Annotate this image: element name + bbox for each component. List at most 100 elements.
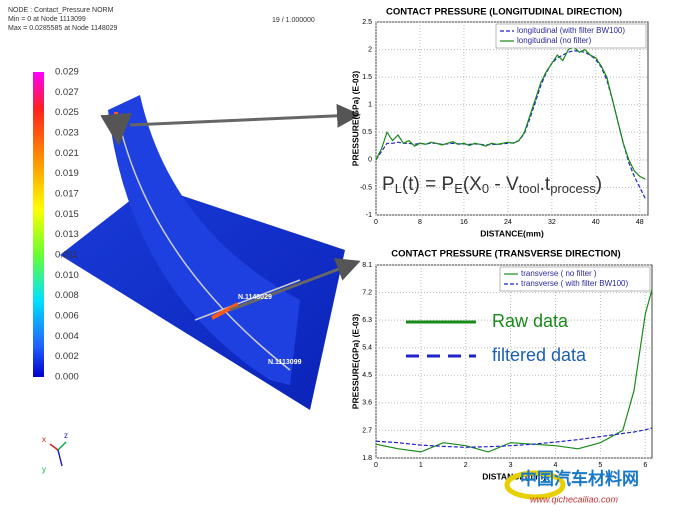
node-label: N.1113099 bbox=[268, 359, 302, 366]
colorbar-label: 0.002 bbox=[55, 351, 79, 362]
plot-area bbox=[375, 264, 653, 459]
watermark: 中国汽车材料网 www.qichecailiao.com bbox=[504, 468, 639, 504]
legend-label: longitudinal (with filter BW100) bbox=[517, 26, 625, 35]
y-axis-label: PRESSURE(GPa) (E-03) bbox=[350, 314, 360, 410]
colorbar-label: 0.027 bbox=[55, 87, 79, 98]
colorbar-label: 0.004 bbox=[55, 331, 79, 342]
x-tick-label: 3 bbox=[509, 462, 513, 469]
formula-part: tool bbox=[519, 181, 540, 196]
colorbar-label: 0.011 bbox=[55, 250, 78, 261]
colorbar-label: 0.000 bbox=[55, 372, 79, 383]
band bbox=[108, 95, 300, 385]
colorbar-label: 0.017 bbox=[55, 189, 79, 200]
x-tick-label: 6 bbox=[643, 462, 647, 469]
colorbar-label: 0.019 bbox=[55, 168, 79, 179]
formula-part: P bbox=[382, 174, 395, 195]
y-axis-label: PRESSURE(GPa) (E-03) bbox=[350, 71, 360, 167]
y-tick-label: 1.5 bbox=[362, 74, 372, 81]
orange-arrow bbox=[100, 111, 133, 146]
callout-arrow bbox=[129, 103, 361, 128]
y-tick-label: 1 bbox=[368, 102, 372, 109]
x-tick-label: 4 bbox=[554, 462, 558, 469]
series-line bbox=[375, 289, 653, 453]
y-tick-label: 1.8 bbox=[362, 455, 372, 462]
x-tick-label: 40 bbox=[592, 219, 600, 226]
y-tick-label: 7.2 bbox=[362, 289, 372, 296]
x-tick-label: 32 bbox=[548, 219, 556, 226]
y-tick-label: 2.7 bbox=[362, 427, 372, 434]
colorbar-label: 0.010 bbox=[55, 270, 79, 281]
y-tick-label: 3.6 bbox=[362, 400, 372, 407]
colorbar bbox=[33, 72, 44, 377]
y-tick-label: 2.5 bbox=[362, 19, 372, 26]
legend bbox=[499, 266, 651, 292]
series-line bbox=[375, 46, 646, 180]
node-info: Max = 0.0285585 at Node 1148029 bbox=[8, 25, 118, 32]
y-tick-label: -1 bbox=[366, 212, 372, 219]
node-label: N.1148029 bbox=[238, 294, 272, 301]
x-tick-label: 0 bbox=[374, 219, 378, 226]
formula-part: L bbox=[395, 181, 402, 196]
chart-title: CONTACT PRESSURE (LONGITUDINAL DIRECTION… bbox=[386, 7, 622, 18]
path-line bbox=[194, 279, 301, 321]
y-tick-label: -0.5 bbox=[360, 184, 372, 191]
watermark-title: 中国汽车材料网 bbox=[520, 468, 639, 488]
colorbar-label: 0.023 bbox=[55, 128, 79, 139]
formula-part: (X bbox=[463, 174, 482, 195]
axis-triad bbox=[57, 441, 67, 451]
chart: CONTACT PRESSURE (LONGITUDINAL DIRECTION… bbox=[350, 7, 649, 238]
formula-part: - V bbox=[489, 174, 519, 195]
y-tick-label: 0.5 bbox=[362, 129, 372, 136]
y-tick-label: 8.1 bbox=[362, 262, 372, 269]
colorbar-label: 0.006 bbox=[55, 311, 79, 322]
axis-label: z bbox=[64, 431, 68, 440]
formula-part: 0 bbox=[482, 181, 489, 196]
annotation: filtered data bbox=[492, 345, 587, 365]
axis-triad bbox=[49, 443, 59, 451]
formula-part: ) bbox=[596, 174, 602, 195]
axis-triad bbox=[57, 449, 63, 467]
formula-part: (t) = P bbox=[402, 174, 454, 195]
callout-arrow bbox=[229, 258, 361, 312]
node-info: Min = 0 at Node 1113099 bbox=[8, 16, 86, 23]
formula: PL(t) = PE(X0 - Vtool.tprocess) bbox=[382, 174, 602, 196]
path-line bbox=[117, 117, 291, 371]
legend-label: transverse ( no filter ) bbox=[521, 269, 597, 278]
y-tick-label: 0 bbox=[368, 157, 372, 164]
frame-counter: 19 / 1.000000 bbox=[272, 17, 315, 24]
x-tick-label: 2 bbox=[464, 462, 468, 469]
node-info: NODE : Contact_Pressure NORM bbox=[8, 7, 114, 14]
x-tick-label: 48 bbox=[636, 219, 644, 226]
axis-label: x bbox=[42, 435, 46, 444]
x-axis-label: DISTANCE(mm) bbox=[480, 228, 544, 238]
x-tick-label: 16 bbox=[460, 219, 468, 226]
legend-label: transverse ( with filter BW100) bbox=[521, 279, 628, 288]
chart-title: CONTACT PRESSURE (TRANSVERSE DIRECTION) bbox=[391, 249, 620, 260]
colorbar-label: 0.029 bbox=[55, 67, 79, 78]
formula-part: E bbox=[454, 181, 463, 196]
colorbar-label: 0.013 bbox=[55, 229, 79, 240]
x-tick-label: 1 bbox=[419, 462, 423, 469]
colorbar-label: 0.015 bbox=[55, 209, 79, 220]
y-tick-label: 4.5 bbox=[362, 372, 372, 379]
colorbar-label: 0.008 bbox=[55, 290, 79, 301]
annotation: Raw data bbox=[492, 311, 569, 331]
series-line bbox=[375, 427, 653, 448]
x-tick-label: 5 bbox=[598, 462, 602, 469]
y-tick-label: 5.4 bbox=[362, 345, 372, 352]
orange-arrow bbox=[211, 302, 239, 320]
chart: CONTACT PRESSURE (TRANSVERSE DIRECTION)D… bbox=[350, 249, 653, 481]
formula-part: process bbox=[550, 181, 596, 196]
axis-label: y bbox=[42, 465, 46, 474]
legend-label: longitudinal (no filter) bbox=[517, 36, 592, 45]
formula-part: .t bbox=[540, 174, 551, 195]
colorbar-label: 0.025 bbox=[55, 107, 79, 118]
watermark-url: www.qichecailiao.com bbox=[530, 494, 619, 504]
y-tick-label: 2 bbox=[368, 46, 372, 53]
plot-area bbox=[375, 21, 649, 216]
colorbar-label: 0.021 bbox=[55, 148, 79, 159]
y-tick-label: 6.3 bbox=[362, 317, 372, 324]
legend bbox=[495, 23, 647, 49]
x-tick-label: 24 bbox=[504, 219, 512, 226]
